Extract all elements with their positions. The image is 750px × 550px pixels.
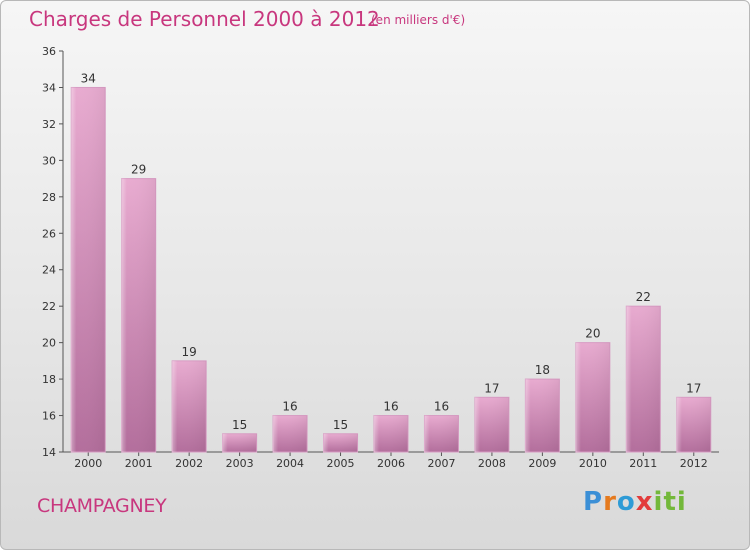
bar-highlight <box>273 415 308 452</box>
y-tick-label: 28 <box>42 191 56 204</box>
x-tick-label: 2004 <box>276 457 304 470</box>
x-tick-label: 2003 <box>226 457 254 470</box>
bar-highlight <box>575 342 610 452</box>
x-tick-label: 2001 <box>125 457 153 470</box>
y-tick-label: 32 <box>42 118 56 131</box>
data-label: 34 <box>81 71 96 85</box>
chart-title: Charges de Personnel 2000 à 2012 <box>29 7 380 31</box>
y-tick-label: 36 <box>42 45 56 58</box>
y-tick-label: 20 <box>42 337 56 350</box>
bar-highlight <box>374 415 408 452</box>
x-tick-label: 2002 <box>175 457 203 470</box>
y-tick-label: 22 <box>42 300 56 313</box>
bar-highlight <box>474 397 509 452</box>
x-tick-label: 2000 <box>74 457 102 470</box>
y-tick-label: 34 <box>42 81 56 94</box>
data-label: 16 <box>282 400 297 414</box>
bar-highlight <box>525 379 560 452</box>
bar-highlight <box>121 178 156 452</box>
chart-axes: 14 16 18 20 22 24 26 28 30 32 34 36 <box>42 45 719 459</box>
y-tick-label: 24 <box>42 264 56 277</box>
y-tick-label: 30 <box>42 154 56 167</box>
data-label: 22 <box>636 290 651 304</box>
x-tick-label: 2011 <box>629 457 657 470</box>
chart-labels: 2000 34 2001 29 2002 19 2003 15 2004 16 2005 15 2006… <box>74 71 708 470</box>
bar-highlight <box>172 360 207 452</box>
y-tick-label: 14 <box>42 446 56 459</box>
chart-unit-note: (en milliers d'€) <box>371 13 466 27</box>
x-tick-label: 2012 <box>680 457 708 470</box>
bar-highlight <box>222 433 257 452</box>
bar-highlight <box>676 397 711 452</box>
y-tick-label: 26 <box>42 227 56 240</box>
data-label: 17 <box>686 381 701 395</box>
data-label: 19 <box>182 345 197 359</box>
data-label: 16 <box>434 400 449 414</box>
proxiti-logo[interactable]: Proxiti <box>583 487 687 517</box>
x-tick-label: 2005 <box>327 457 355 470</box>
bar-highlight <box>71 87 106 453</box>
x-tick-label: 2008 <box>478 457 506 470</box>
y-tick-label: 16 <box>42 410 56 423</box>
location-name: CHAMPAGNEY <box>37 495 167 517</box>
y-tick-label: 18 <box>42 373 56 386</box>
bar-highlight <box>323 433 358 452</box>
x-tick-label: 2007 <box>427 457 455 470</box>
x-tick-label: 2006 <box>377 457 405 470</box>
chart-bars <box>70 86 712 453</box>
x-tick-label: 2010 <box>579 457 607 470</box>
data-label: 15 <box>333 418 348 432</box>
x-tick-label: 2009 <box>528 457 556 470</box>
data-label: 17 <box>484 381 499 395</box>
data-label: 18 <box>535 363 550 377</box>
bar-highlight <box>424 415 459 452</box>
bar-highlight <box>626 306 661 452</box>
data-label: 20 <box>585 327 600 341</box>
data-label: 29 <box>131 163 146 177</box>
data-label: 16 <box>383 400 398 414</box>
data-label: 15 <box>232 418 247 432</box>
